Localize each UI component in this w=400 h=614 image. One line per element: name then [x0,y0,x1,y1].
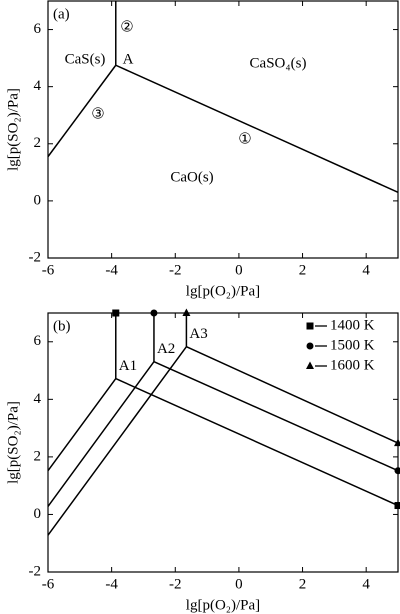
series-line [47,313,399,507]
region-label: A [123,51,134,67]
x-tick-label: 0 [235,576,243,592]
y-tick-label: 4 [34,78,42,94]
point-label: A1 [119,358,137,374]
x-tick-label: 4 [362,576,370,592]
y-tick-label: 0 [34,192,42,208]
panel-title: (b) [53,318,71,334]
legend-marker [306,322,314,330]
data-point [394,438,400,447]
plot-frame [47,0,399,259]
legend-marker [306,361,314,369]
legend-label: 1600 K [330,357,375,373]
x-tick-label: -2 [169,262,182,278]
y-axis-label: lg[p(SO₂)/Pa] [5,401,21,484]
x-tick-label: -6 [42,576,55,592]
data-point [112,309,120,317]
x-tick-label: 2 [299,576,307,592]
legend-label: 1500 K [330,337,375,353]
line-label: ③ [91,106,104,122]
y-tick-label: 6 [34,333,42,349]
y-tick-label: 4 [34,391,42,407]
x-tick-label: -4 [105,262,118,278]
x-tick-label: -4 [105,576,118,592]
y-tick-label: -2 [29,563,42,579]
data-point [394,467,400,475]
region-label: CaS(s) [65,51,106,67]
line-label: ② [120,19,133,35]
point-label: A3 [189,326,207,342]
data-point [182,308,191,316]
y-tick-label: 6 [34,21,42,37]
legend-marker [306,342,314,350]
x-axis-label: lg[p(O₂)/Pa] [186,283,260,299]
x-tick-label: 0 [235,262,243,278]
y-tick-label: 2 [34,135,42,151]
data-point [150,309,158,317]
y-tick-label: 0 [34,506,42,522]
y-axis-label: lg[p(SO₂)/Pa] [5,88,21,171]
region-label: CaSO₄(s) [250,55,307,71]
series-line [47,313,399,536]
x-tick-label: 4 [362,262,370,278]
x-tick-label: -6 [42,262,55,278]
panel-title: (a) [53,6,70,22]
x-axis-label: lg[p(O₂)/Pa] [186,597,260,613]
y-tick-label: -2 [29,249,42,265]
x-tick-label: 2 [299,262,307,278]
series-line [115,64,399,194]
series-line [47,313,399,507]
series-line [47,64,117,158]
legend-label: 1400 K [330,317,375,333]
data-point [394,502,400,510]
line-label: ① [238,131,251,147]
point-label: A2 [157,341,175,357]
y-tick-label: 2 [34,448,42,464]
x-tick-label: -2 [169,576,182,592]
region-label: CaO(s) [170,169,213,185]
